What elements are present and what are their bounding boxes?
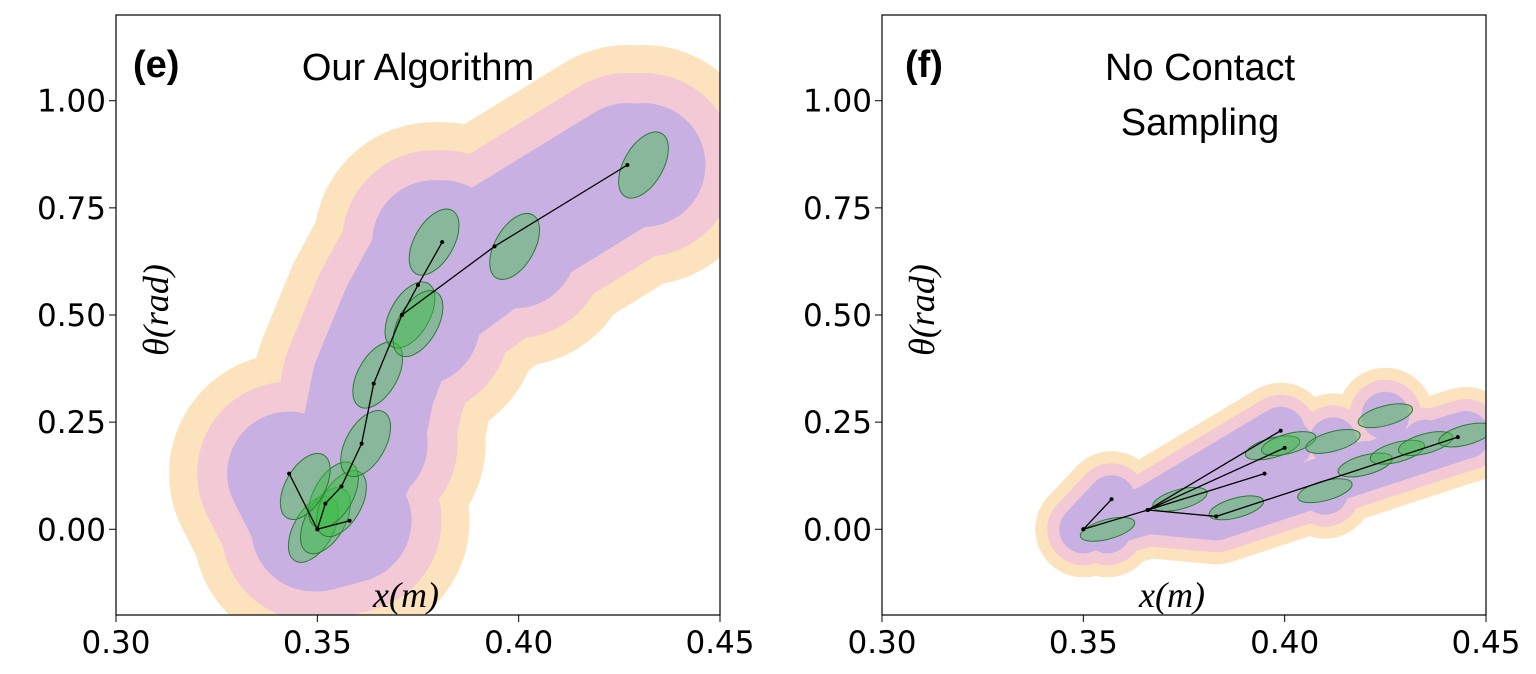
node [440,240,445,245]
covariance-ellipse [1305,429,1361,454]
plot-area [169,45,720,615]
node [416,283,420,287]
panel-title: Our Algorithm [302,47,534,89]
panel-title: Sampling [1121,102,1279,144]
node [492,244,497,249]
trajectory [1147,472,1265,511]
covariance-ellipse [1438,422,1486,448]
y-tick-label: 0.75 [803,191,872,227]
panel-label: (e) [133,44,179,86]
node [323,501,328,506]
y-tick-label: 0.50 [803,298,872,334]
node [347,518,352,523]
y-tick-label: 0.50 [37,298,106,334]
node [1109,497,1114,502]
x-tick-label: 0.45 [685,625,754,661]
region-contour [581,103,706,227]
node [1455,435,1460,440]
x-tick-label: 0.35 [283,625,352,661]
node [1214,514,1219,519]
panel: 0.30 0.35 0.40 0.45 0.00 0.25 0.50 0.75 1.00 (f) N… [803,14,1521,661]
trajectory [316,241,443,530]
node [315,527,320,532]
node [339,484,344,489]
x-axis-label: x(m) [1138,575,1205,615]
x-tick-label: 0.40 [1250,625,1319,661]
trajectory [317,520,350,530]
x-tick-label: 0.40 [484,625,553,661]
node [625,163,630,167]
trajectory [1082,498,1112,530]
covariance-ellipse [408,208,460,276]
covariance-ellipse [1357,403,1413,429]
y-tick-label: 0.00 [37,512,106,548]
covariance-ellipse [1244,435,1301,461]
covariance-ellipse [1369,439,1426,465]
node [1081,527,1086,532]
y-tick-label: 0.75 [37,191,106,227]
x-tick-label: 0.35 [1049,625,1118,661]
covariance-ellipse [1397,431,1454,456]
node [1282,445,1287,450]
covariance-ellipse [1261,431,1317,456]
x-tick-label: 0.45 [1451,625,1520,661]
covariance-ellipse [279,452,331,520]
y-tick-label: 1.00 [803,84,872,120]
y-tick-label: 0.25 [803,405,872,441]
trajectory [288,473,318,530]
node [399,313,404,317]
y-axis-label: θ(rad) [136,264,176,356]
node [287,471,292,476]
panel-label: (f) [905,44,943,86]
panel-title: No Contact [1105,47,1296,89]
x-tick-label: 0.30 [81,625,150,661]
y-tick-label: 1.00 [37,84,106,120]
trajectory [1147,447,1285,511]
node [359,441,364,446]
plot-area [1035,367,1486,578]
covariance-ellipse [618,131,669,199]
x-tick-label: 0.30 [847,625,916,661]
node [1145,508,1150,512]
y-axis-label: θ(rad) [902,264,942,356]
node [371,381,376,386]
node [1262,471,1267,476]
y-tick-label: 0.00 [803,512,872,548]
covariance-ellipse [1079,516,1136,542]
covariance-ellipse [384,281,436,349]
x-axis-label: x(m) [372,575,439,615]
panel: 0.30 0.35 0.40 0.45 0.00 0.25 0.50 0.75 1.00 (e) O… [37,14,755,661]
y-tick-label: 0.25 [37,405,106,441]
covariance-ellipse [489,212,541,280]
covariance-ellipse [316,470,367,538]
node [1278,428,1283,433]
covariance-ellipse [1337,452,1393,478]
